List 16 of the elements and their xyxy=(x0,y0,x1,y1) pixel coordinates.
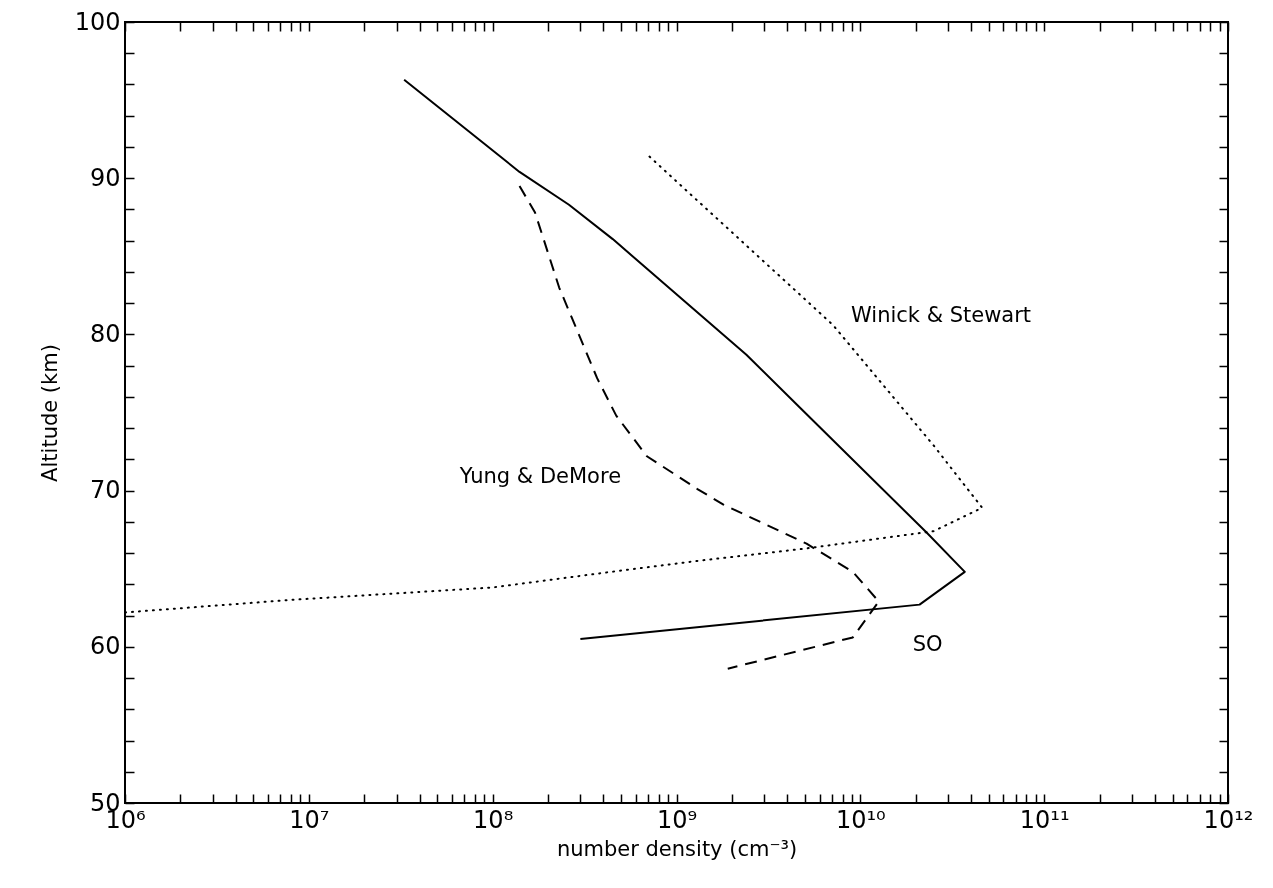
y-tick-label: 100 xyxy=(74,7,121,36)
y-tick-label: 90 xyxy=(89,163,121,192)
x-tick-label: 10¹¹ xyxy=(1019,805,1070,834)
x-tick-label: 10⁷ xyxy=(289,805,330,834)
series-label: SO xyxy=(912,631,943,656)
y-axis-title: Altitude (km) xyxy=(37,344,62,482)
y-tick-label: 70 xyxy=(89,476,121,505)
x-tick-label: 10¹⁰ xyxy=(835,805,886,834)
y-tick-label: 80 xyxy=(89,319,121,348)
series-label: Yung & DeMore xyxy=(458,464,622,489)
series-label: Winick & Stewart xyxy=(850,303,1032,328)
y-tick-label: 60 xyxy=(89,632,121,661)
x-tick-label: 10⁸ xyxy=(473,805,514,834)
x-tick-label: 10¹² xyxy=(1203,805,1254,834)
x-tick-label: 10⁹ xyxy=(656,805,698,834)
x-axis-title: number density (cm⁻³) xyxy=(556,836,798,861)
